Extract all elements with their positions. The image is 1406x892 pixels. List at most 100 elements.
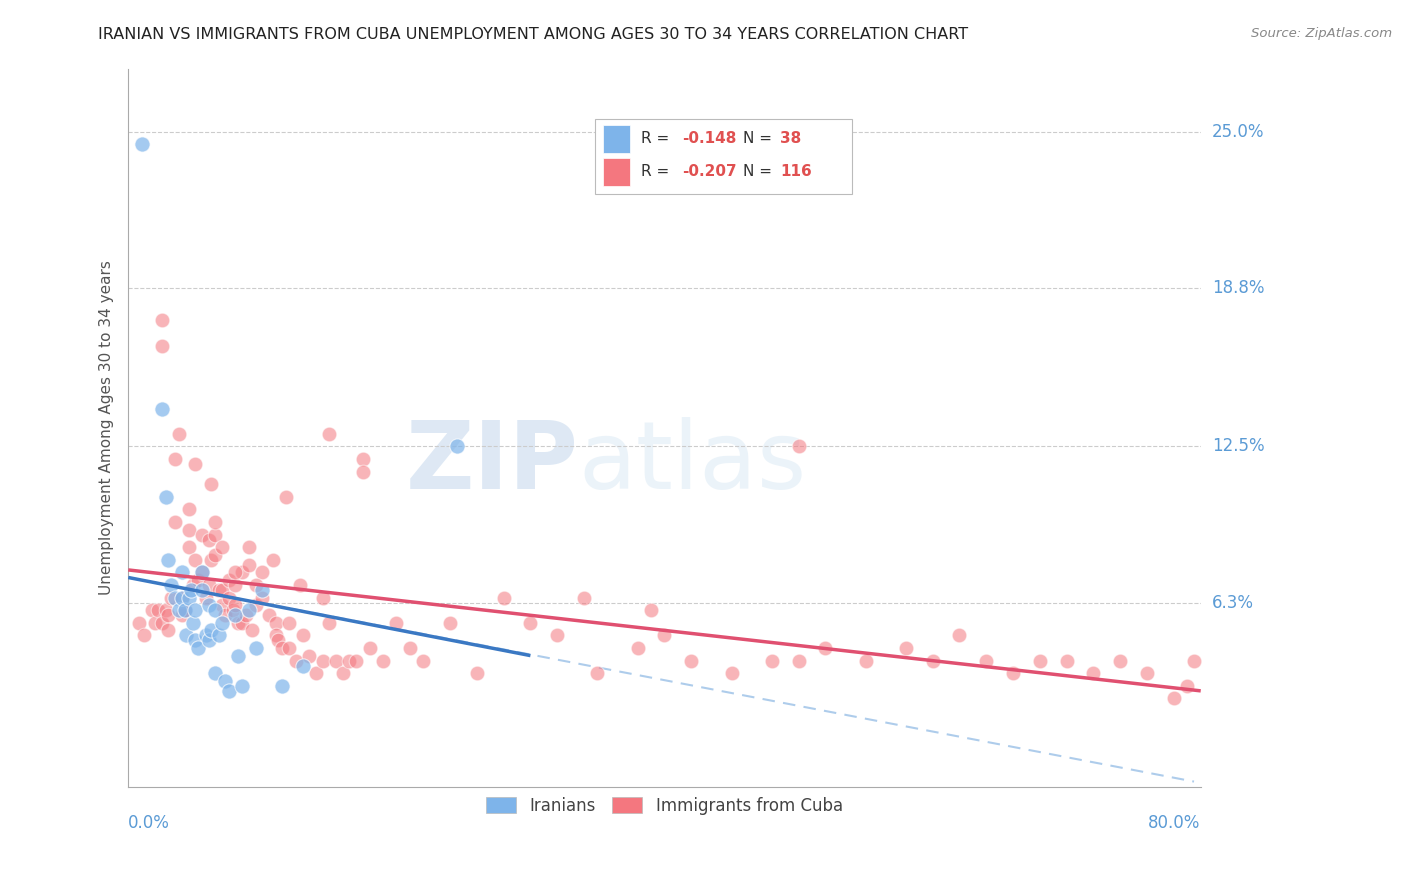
Point	[359, 641, 381, 656]
Point	[546, 628, 568, 642]
Point	[298, 648, 321, 663]
Bar	[603, 158, 630, 186]
Point	[492, 591, 515, 605]
Point	[204, 603, 226, 617]
Point	[141, 603, 163, 617]
Point	[200, 477, 222, 491]
Point	[231, 679, 253, 693]
Point	[218, 573, 240, 587]
Point	[332, 666, 354, 681]
Point	[814, 641, 837, 656]
Point	[339, 654, 361, 668]
Point	[191, 566, 214, 580]
Text: R =: R =	[641, 131, 673, 146]
Bar	[603, 125, 630, 153]
Point	[195, 591, 218, 605]
Point	[184, 553, 207, 567]
Point	[1109, 654, 1132, 668]
Point	[157, 553, 180, 567]
Point	[157, 624, 180, 638]
Point	[150, 339, 173, 353]
Point	[235, 608, 257, 623]
Point	[191, 527, 214, 541]
Point	[218, 684, 240, 698]
Point	[948, 628, 970, 642]
Point	[371, 654, 394, 668]
Point	[155, 490, 177, 504]
Point	[211, 615, 233, 630]
Point	[208, 583, 231, 598]
Point	[264, 628, 287, 642]
Point	[224, 566, 246, 580]
Point	[224, 608, 246, 623]
Point	[211, 598, 233, 612]
Point	[974, 654, 997, 668]
Text: -0.148: -0.148	[682, 131, 735, 146]
Point	[318, 615, 340, 630]
Text: R =: R =	[641, 164, 673, 179]
Point	[398, 641, 420, 656]
Point	[180, 583, 202, 598]
Point	[252, 583, 274, 598]
Point	[654, 628, 676, 642]
Point	[177, 523, 200, 537]
Point	[167, 603, 190, 617]
Point	[245, 598, 267, 612]
Text: 0.0%: 0.0%	[128, 814, 170, 832]
Point	[252, 591, 274, 605]
Text: 116: 116	[780, 164, 813, 179]
Point	[276, 490, 298, 504]
Text: -0.207: -0.207	[682, 164, 737, 179]
Point	[160, 578, 183, 592]
Point	[1175, 679, 1198, 693]
Point	[155, 603, 177, 617]
Point	[177, 541, 200, 555]
Point	[187, 573, 209, 587]
Point	[352, 465, 374, 479]
Point	[257, 608, 280, 623]
Text: 12.5%: 12.5%	[1212, 437, 1264, 456]
Point	[174, 628, 197, 642]
Point	[291, 628, 314, 642]
Point	[284, 654, 307, 668]
Point	[1056, 654, 1078, 668]
Point	[170, 566, 193, 580]
Text: 38: 38	[780, 131, 801, 146]
Point	[240, 624, 263, 638]
Point	[318, 426, 340, 441]
Point	[288, 578, 311, 592]
Point	[238, 558, 260, 572]
Point	[197, 633, 219, 648]
Point	[150, 313, 173, 327]
Point	[465, 666, 488, 681]
Point	[519, 615, 541, 630]
Point	[173, 603, 195, 617]
Point	[325, 654, 347, 668]
Point	[245, 641, 267, 656]
Point	[222, 603, 245, 617]
Point	[412, 654, 434, 668]
Point	[170, 591, 193, 605]
Point	[640, 603, 662, 617]
Text: N =: N =	[742, 131, 776, 146]
Point	[245, 578, 267, 592]
Point	[165, 452, 187, 467]
Point	[681, 654, 703, 668]
Point	[146, 603, 169, 617]
Point	[439, 615, 461, 630]
Point	[586, 666, 609, 681]
Point	[195, 628, 218, 642]
Point	[1002, 666, 1025, 681]
Point	[224, 578, 246, 592]
Point	[204, 527, 226, 541]
Point	[1182, 654, 1205, 668]
Point	[278, 641, 301, 656]
Point	[278, 615, 301, 630]
Point	[291, 658, 314, 673]
Point	[894, 641, 917, 656]
Point	[271, 641, 294, 656]
Text: IRANIAN VS IMMIGRANTS FROM CUBA UNEMPLOYMENT AMONG AGES 30 TO 34 YEARS CORRELATI: IRANIAN VS IMMIGRANTS FROM CUBA UNEMPLOY…	[98, 27, 969, 42]
Point	[218, 591, 240, 605]
Point	[385, 615, 408, 630]
Point	[167, 426, 190, 441]
